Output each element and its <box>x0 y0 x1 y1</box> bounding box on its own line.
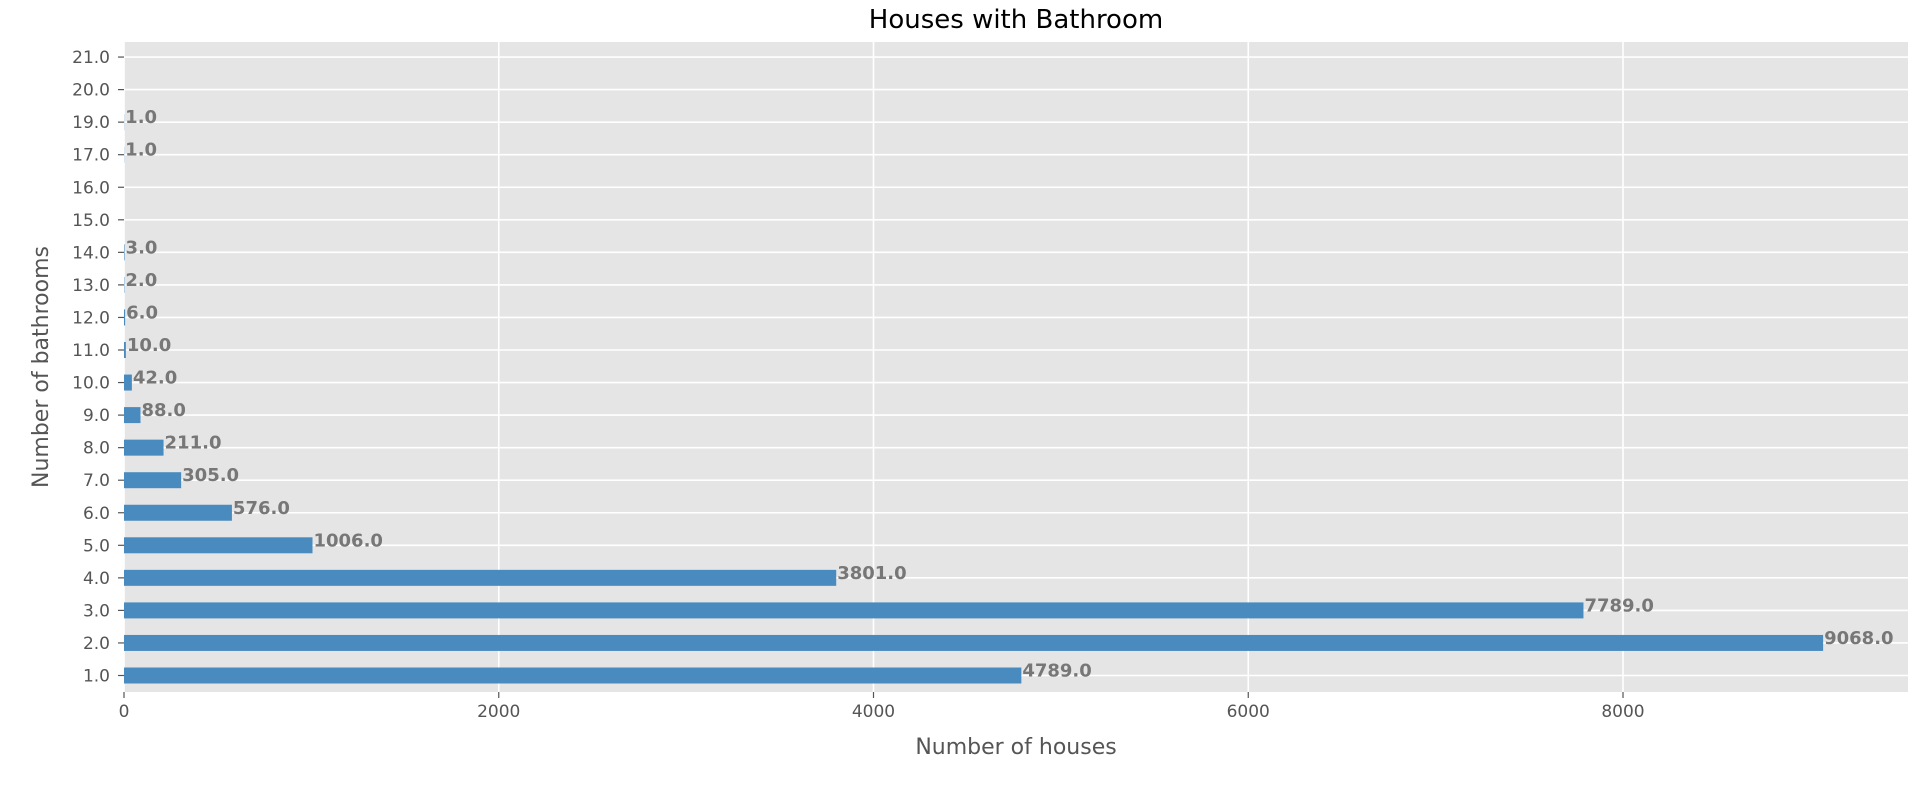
data-label: 1.0 <box>125 107 157 128</box>
bar <box>124 634 1824 651</box>
y-tick-label: 7.0 <box>83 471 110 491</box>
data-label: 88.0 <box>141 400 185 421</box>
y-tick-label: 4.0 <box>83 569 110 589</box>
y-tick-label: 19.0 <box>72 113 110 133</box>
bar <box>124 504 232 521</box>
bar <box>124 407 141 424</box>
x-ticks: 0 2000 4000 6000 8000 <box>119 692 1645 722</box>
y-tick-label: 16.0 <box>72 178 110 198</box>
y-tick-label: 15.0 <box>72 211 110 231</box>
bar <box>124 439 164 456</box>
bar <box>124 374 132 391</box>
y-axis-label: Number of bathrooms <box>29 246 54 488</box>
y-ticks: 1.0 2.0 3.0 4.0 5.0 6.0 7.0 8.0 9.0 10.0 11.0 12.0 1… <box>72 48 124 687</box>
x-tick-label: 6000 <box>1227 702 1270 722</box>
data-label: 576.0 <box>233 498 290 519</box>
data-label: 3801.0 <box>837 563 906 584</box>
bar <box>124 602 1584 619</box>
bar <box>124 472 182 489</box>
bar <box>124 569 837 586</box>
chart-title: Houses with Bathroom <box>869 5 1163 35</box>
data-label: 2.0 <box>125 270 157 291</box>
bar <box>124 309 126 326</box>
y-tick-label: 13.0 <box>72 276 110 296</box>
y-tick-label: 2.0 <box>83 634 110 654</box>
bars <box>124 114 1824 684</box>
y-tick-label: 8.0 <box>83 439 110 459</box>
data-label: 9068.0 <box>1824 628 1893 649</box>
data-labels: 4789.0 9068.0 7789.0 3801.0 1006.0 576.0 305.0… <box>125 107 1893 681</box>
data-label: 3.0 <box>126 237 158 258</box>
y-tick-label: 21.0 <box>72 48 110 68</box>
bar <box>124 537 313 554</box>
data-label: 305.0 <box>182 465 239 486</box>
x-tick-label: 0 <box>119 702 130 722</box>
data-label: 7789.0 <box>1584 595 1653 616</box>
data-label: 211.0 <box>165 433 222 454</box>
x-tick-label: 8000 <box>1601 702 1644 722</box>
y-tick-label: 1.0 <box>83 667 110 687</box>
y-tick-label: 14.0 <box>72 243 110 263</box>
y-tick-label: 9.0 <box>83 406 110 426</box>
data-label: 6.0 <box>126 302 158 323</box>
data-label: 42.0 <box>133 368 177 389</box>
x-tick-label: 2000 <box>477 702 520 722</box>
y-tick-label: 12.0 <box>72 308 110 328</box>
x-tick-label: 4000 <box>852 702 895 722</box>
data-label: 1.0 <box>125 140 157 161</box>
bar <box>124 667 1022 684</box>
x-axis-label: Number of houses <box>915 735 1116 760</box>
y-tick-label: 20.0 <box>72 81 110 101</box>
y-tick-label: 3.0 <box>83 601 110 621</box>
y-tick-label: 10.0 <box>72 374 110 394</box>
bar <box>124 244 125 261</box>
data-label: 4789.0 <box>1022 661 1091 682</box>
data-label: 1006.0 <box>313 530 382 551</box>
y-tick-label: 6.0 <box>83 504 110 524</box>
y-tick-label: 11.0 <box>72 341 110 361</box>
y-tick-label: 5.0 <box>83 536 110 556</box>
bar <box>124 342 126 358</box>
data-label: 10.0 <box>127 335 171 356</box>
y-tick-label: 17.0 <box>72 146 110 166</box>
